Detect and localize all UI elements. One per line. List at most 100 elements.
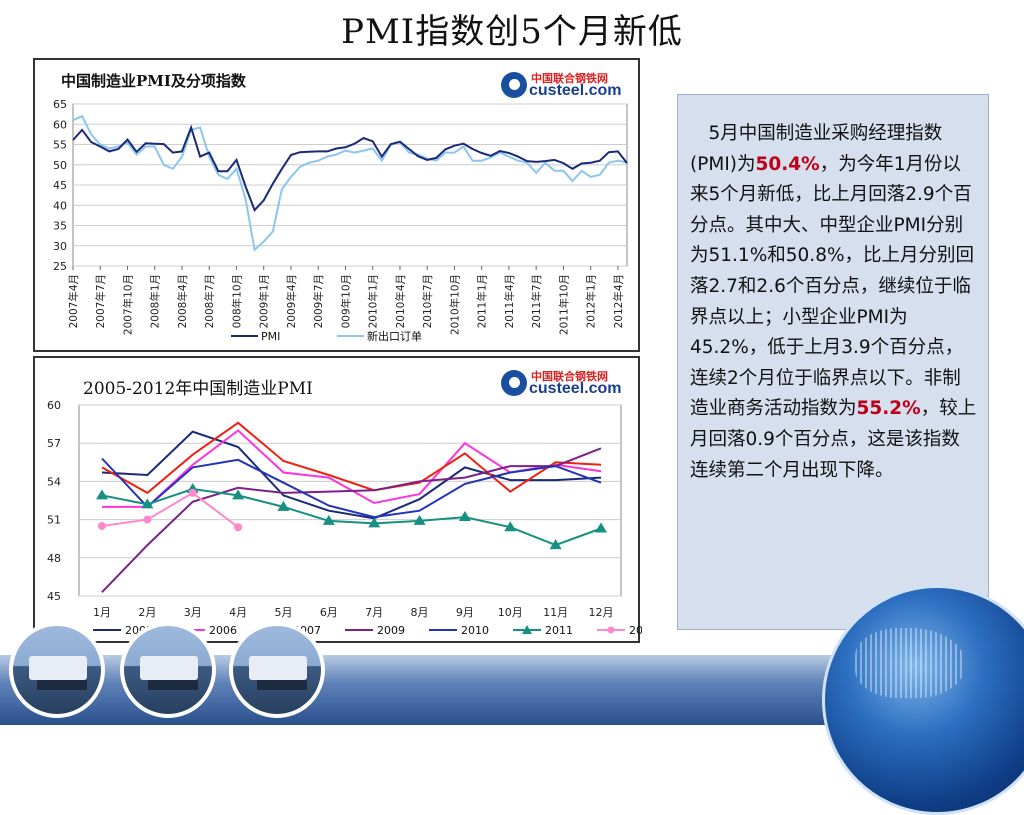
series-line-2011	[101, 487, 602, 547]
x-tick-label: 2008年4月	[176, 274, 189, 328]
x-tick-label: 2008年1月	[149, 274, 162, 328]
y-tick-label: 57	[47, 437, 61, 450]
x-tick-label: 2007年4月	[67, 274, 80, 328]
x-tick-label: 008年10月	[230, 274, 243, 328]
y-tick-label: 48	[47, 552, 61, 565]
x-tick-label: 2月	[138, 606, 156, 619]
x-tick-label: 1月	[93, 606, 111, 619]
data-point-2011	[141, 498, 154, 509]
series-line-2005	[101, 430, 602, 520]
data-point-2011	[458, 511, 471, 522]
non-manufacturing-value-highlight: 55.2%	[856, 398, 921, 420]
x-tick-label: 8月	[411, 606, 429, 619]
x-tick-label: 2009年7月	[312, 274, 325, 328]
x-tick-label: 2011年10月	[557, 274, 570, 335]
y-tick-label: 54	[47, 475, 61, 488]
legend-marker	[522, 625, 532, 634]
slide-title: PMI指数创5个月新低	[341, 12, 683, 52]
x-tick-label: 2011年1月	[476, 274, 489, 328]
x-tick-label: 7月	[365, 606, 383, 619]
x-tick-label: 2009年4月	[285, 274, 298, 328]
custeel-logo: 中国联合钢铁网 custeel.com	[501, 366, 629, 404]
x-tick-label: 10月	[498, 606, 523, 619]
data-point-2011	[368, 517, 381, 528]
data-point-2011	[504, 521, 517, 532]
series-line-pmi	[72, 124, 628, 212]
pmi-yearly-chart: 2005-2012年中国制造业PMI 中国联合钢铁网 custeel.com 4…	[33, 356, 642, 643]
y-tick-label: 55	[53, 139, 67, 152]
pmi-value-highlight: 50.4%	[755, 153, 820, 175]
x-tick-label: 9月	[456, 606, 474, 619]
data-point-2012	[98, 521, 106, 530]
series-line-2010	[101, 457, 602, 519]
series-line-export	[72, 114, 628, 252]
series-line-2007	[101, 421, 602, 495]
legend-label: PMI	[261, 330, 280, 343]
chart2-plot: 45 48 51 54 57 60 1月 2月 3月 4月 5月 6月 7月 8月 9月 10月 11月 12月 2…	[47, 399, 642, 637]
chart2-title: 2005-2012年中国制造业PMI	[83, 379, 313, 399]
x-tick-label: 009年10月	[339, 274, 352, 328]
summary-text: 5月中国制造业采购经理指数(PMI)为	[690, 123, 943, 175]
x-tick-label: 2008年7月	[203, 274, 216, 328]
custeel-logo: 中国联合钢铁网 custeel.com	[501, 68, 629, 106]
y-tick-label: 30	[53, 240, 67, 253]
y-tick-label: 45	[47, 590, 61, 603]
x-tick-label: 12月	[589, 606, 614, 619]
data-point-2012	[188, 488, 197, 497]
y-tick-label: 45	[53, 179, 67, 192]
legend-label: 2006	[209, 624, 237, 637]
chart1-plot: 25 30 35 40 45 50 55 60 65 2007年4月 2007年7月 2007年10月…	[53, 98, 628, 343]
y-tick-label: 50	[53, 159, 67, 172]
legend-label: 2011	[545, 624, 573, 637]
x-tick-label: 5月	[274, 606, 292, 619]
ship-photo-icon	[120, 622, 216, 718]
summary-text-panel: 5月中国制造业采购经理指数(PMI)为50.4%，为今年1月份以来5个月新低，比…	[677, 94, 989, 630]
y-tick-label: 65	[53, 98, 67, 111]
data-point-2011	[413, 514, 426, 525]
x-tick-label: 2007年7月	[94, 274, 107, 328]
x-tick-label: 2007年10月	[121, 274, 134, 335]
data-point-2011	[277, 500, 290, 511]
x-tick-label: 6月	[320, 606, 338, 619]
custeel-logo-icon	[501, 72, 527, 98]
legend-label: 2010	[461, 624, 489, 637]
pmi-sub-index-chart: 中国制造业PMI及分项指数 中国联合钢铁网 custeel.com 25 30 35…	[33, 58, 640, 352]
x-tick-label: 2012年4月	[612, 274, 625, 328]
legend-label: 新出口订单	[367, 329, 422, 343]
y-tick-label: 51	[47, 514, 61, 527]
x-tick-label: 2009年1月	[258, 274, 271, 328]
train-photo-icon	[229, 622, 325, 718]
data-point-2012	[143, 515, 152, 524]
logo-cn-text: 中国联合钢铁网	[531, 72, 608, 85]
series-line-2009	[101, 447, 602, 593]
x-tick-label: 2010年1月	[367, 274, 380, 328]
y-tick-label: 25	[53, 260, 67, 273]
series-line-2012	[101, 491, 239, 528]
plot-area	[78, 404, 622, 597]
y-tick-label: 40	[53, 199, 67, 212]
x-tick-label: 2010年10月	[448, 274, 461, 335]
x-tick-label: 2011年4月	[503, 274, 516, 328]
x-tick-label: 2010年7月	[421, 274, 434, 328]
x-tick-label: 2012年1月	[585, 274, 598, 328]
y-tick-label: 60	[53, 118, 67, 131]
data-point-2012	[234, 523, 243, 532]
chart1-title: 中国制造业PMI及分项指数	[61, 72, 246, 90]
data-point-2011	[549, 539, 562, 550]
legend-label: 2009	[377, 624, 405, 637]
data-point-2011	[322, 514, 335, 525]
logo-cn-text: 中国联合钢铁网	[531, 370, 608, 383]
data-point-2011	[96, 489, 108, 500]
custeel-logo-icon	[501, 370, 527, 396]
summary-text: ，为今年1月份以来5个月新低，比上月回落2.9个百分点。其中大、中型企业PMI分…	[690, 153, 975, 420]
y-tick-label: 60	[47, 399, 61, 412]
legend-label: 2012	[629, 624, 642, 637]
truck-photo-icon	[9, 622, 105, 718]
legend-marker	[607, 626, 615, 634]
x-tick-label: 11月	[543, 606, 568, 619]
logo-en-text: custeel.com	[529, 380, 622, 397]
x-tick-label: 3月	[184, 606, 202, 619]
x-tick-label: 2010年4月	[394, 274, 407, 328]
data-point-2011	[232, 489, 245, 500]
y-tick-label: 35	[53, 220, 67, 233]
